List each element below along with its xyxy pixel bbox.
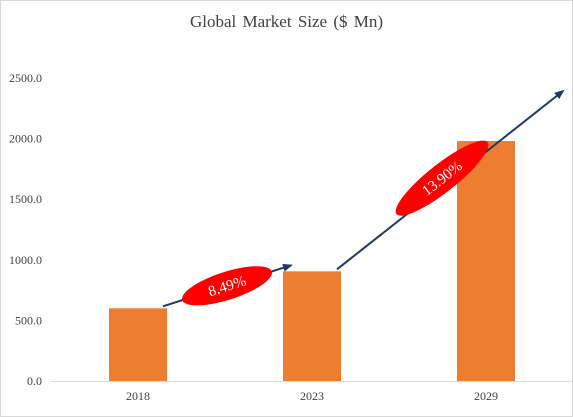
x-tick-label: 2018	[126, 389, 150, 403]
y-tick-label: 2000.0	[9, 132, 42, 146]
cagr-badge	[395, 140, 489, 216]
y-tick-label: 500.0	[15, 313, 42, 327]
y-tick-label: 1500.0	[9, 192, 42, 206]
x-tick-label: 2029	[474, 389, 498, 403]
y-tick-label: 1000.0	[9, 253, 42, 267]
chart-title: Global Market Size ($ Mn)	[189, 12, 384, 31]
bar	[109, 308, 167, 381]
x-tick-label: 2023	[300, 389, 324, 403]
bar	[283, 271, 341, 381]
cagr-badge	[182, 266, 272, 306]
y-tick-label: 2500.0	[9, 71, 42, 85]
bar	[457, 141, 515, 381]
y-tick-label: 0.0	[27, 374, 42, 388]
